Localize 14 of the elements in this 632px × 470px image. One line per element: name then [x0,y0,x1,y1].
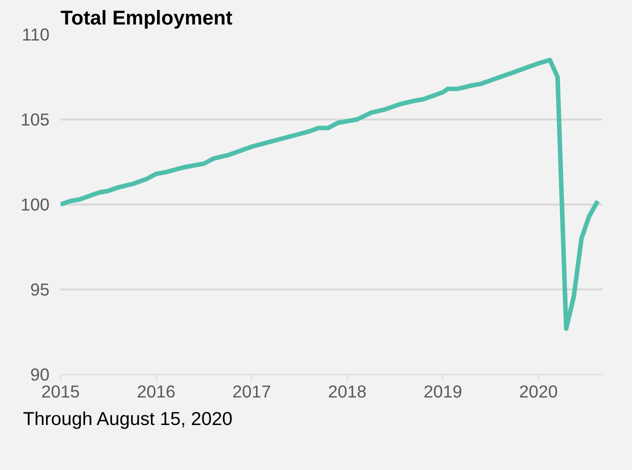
y-tick-label: 90 [30,364,50,384]
y-tick-label: 110 [22,24,50,44]
y-tick-label: 105 [20,110,50,130]
chart-title: Total Employment [60,8,233,30]
y-tick-label: 100 [20,194,50,214]
x-tick-label: 2017 [232,382,271,402]
line-series [60,58,600,331]
x-tick-label: 2015 [41,382,80,402]
x-tick-label: 2016 [136,382,176,402]
x-tick-label: 2018 [328,382,367,402]
text: Through August 15, 2020 [23,407,233,431]
x-tick-label: 2019 [424,382,462,402]
x-tick-label: 2020 [519,382,558,402]
y-tick-label: 95 [30,280,50,300]
